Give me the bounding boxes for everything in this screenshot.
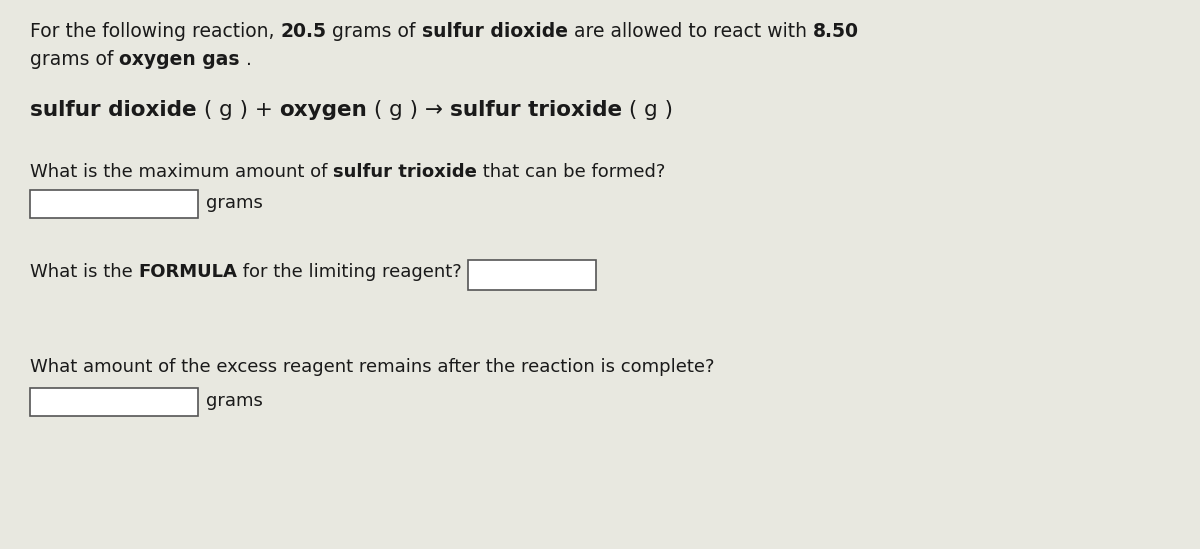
- Text: for the limiting reagent?: for the limiting reagent?: [238, 263, 462, 281]
- Text: For the following reaction,: For the following reaction,: [30, 22, 281, 41]
- Text: ( g ) +: ( g ) +: [197, 100, 280, 120]
- Text: ( g ): ( g ): [622, 100, 673, 120]
- Text: grams: grams: [206, 392, 263, 410]
- Text: .: .: [240, 50, 252, 69]
- Text: FORMULA: FORMULA: [138, 263, 238, 281]
- Text: What is the maximum amount of: What is the maximum amount of: [30, 163, 334, 181]
- Text: sulfur trioxide: sulfur trioxide: [450, 100, 622, 120]
- Text: are allowed to react with: are allowed to react with: [568, 22, 812, 41]
- Text: oxygen: oxygen: [280, 100, 367, 120]
- Text: grams: grams: [206, 194, 263, 212]
- Text: that can be formed?: that can be formed?: [478, 163, 665, 181]
- Text: grams of: grams of: [326, 22, 422, 41]
- Text: 8.50: 8.50: [812, 22, 859, 41]
- Text: What amount of the excess reagent remains after the reaction is complete?: What amount of the excess reagent remain…: [30, 358, 714, 376]
- Text: sulfur dioxide: sulfur dioxide: [30, 100, 197, 120]
- Text: oxygen gas: oxygen gas: [119, 50, 240, 69]
- Text: ( g ) →: ( g ) →: [367, 100, 450, 120]
- Text: What is the: What is the: [30, 263, 138, 281]
- Text: sulfur dioxide: sulfur dioxide: [422, 22, 568, 41]
- Text: 20.5: 20.5: [281, 22, 326, 41]
- Text: grams of: grams of: [30, 50, 119, 69]
- Text: sulfur trioxide: sulfur trioxide: [334, 163, 478, 181]
